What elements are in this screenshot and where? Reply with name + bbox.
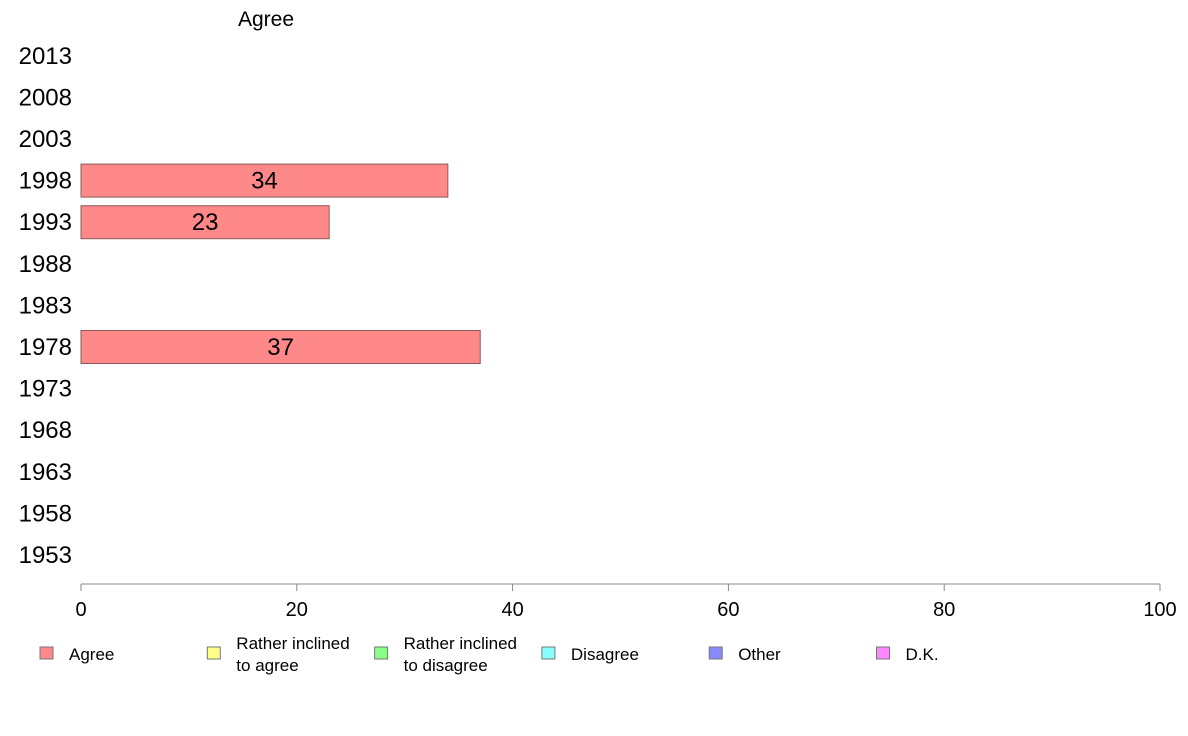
year-label-1968: 1968 bbox=[19, 417, 72, 444]
x-tick-label-100: 100 bbox=[1143, 599, 1176, 621]
year-label-1953: 1953 bbox=[19, 542, 72, 569]
bars: 34 23 37 bbox=[80, 163, 481, 364]
legend-label-rather-inclined-to-agree: Rather inclined to agree bbox=[236, 634, 349, 675]
x-tick-label-20: 20 bbox=[286, 599, 308, 621]
x-tick-label-0: 0 bbox=[75, 599, 86, 621]
bar-label-1998: 34 bbox=[251, 168, 278, 195]
legend-swatch-agree bbox=[39, 646, 54, 660]
bar-1998 bbox=[80, 163, 449, 198]
legend-label-d-k: D.K. bbox=[906, 645, 939, 664]
legend-swatch-other bbox=[708, 646, 723, 660]
x-axis: 0 20 40 60 80 100 bbox=[75, 583, 1177, 621]
bar-1993 bbox=[80, 205, 330, 240]
legend-label-other: Other bbox=[738, 645, 781, 664]
year-label-1983: 1983 bbox=[19, 292, 72, 319]
legend-swatch-d-k bbox=[876, 646, 890, 660]
x-tick-label-60: 60 bbox=[717, 599, 739, 621]
year-label-1978: 1978 bbox=[19, 334, 72, 361]
legend: Agree Rather inclined to agree Rather incli… bbox=[39, 634, 939, 675]
year-label-2013: 2013 bbox=[19, 43, 72, 70]
x-tick-label-80: 80 bbox=[933, 599, 955, 621]
year-label-1993: 1993 bbox=[19, 209, 72, 236]
legend-label-disagree: Disagree bbox=[571, 645, 639, 664]
x-tick-label-40: 40 bbox=[501, 599, 523, 621]
legend-label-agree: Agree bbox=[69, 645, 114, 664]
legend-label-rather-inclined-to-disagree: Rather inclined to disagree bbox=[404, 634, 517, 675]
year-label-1973: 1973 bbox=[19, 376, 72, 403]
year-label-2003: 2003 bbox=[19, 126, 72, 153]
legend-swatch-disagree bbox=[541, 646, 556, 660]
year-label-1998: 1998 bbox=[19, 168, 72, 195]
legend-swatch-rather-inclined-to-disagree bbox=[374, 646, 389, 660]
bar-label-1978: 37 bbox=[267, 334, 294, 361]
year-label-1963: 1963 bbox=[19, 459, 72, 486]
year-label-2008: 2008 bbox=[19, 84, 72, 111]
year-label-1988: 1988 bbox=[19, 251, 72, 278]
bar-label-1993: 23 bbox=[192, 209, 219, 236]
bar-1978 bbox=[80, 330, 481, 364]
series-title: Agree bbox=[238, 8, 294, 31]
legend-swatch-rather-inclined-to-agree bbox=[206, 646, 221, 660]
year-label-1958: 1958 bbox=[19, 500, 72, 527]
year-labels: 2013 2008 2003 1998 1993 1988 1983 1978 1973 1968… bbox=[19, 43, 72, 569]
